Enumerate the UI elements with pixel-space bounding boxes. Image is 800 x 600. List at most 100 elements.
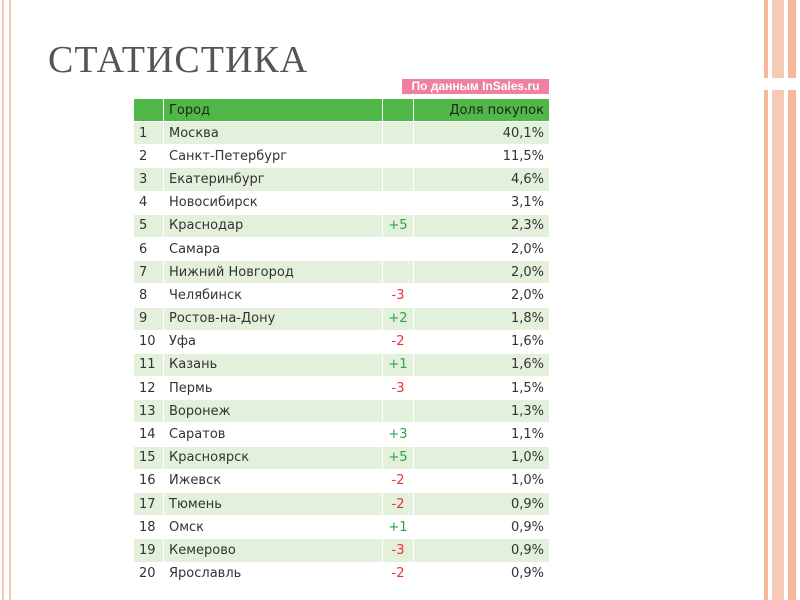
table-cell: 3 <box>133 167 164 192</box>
table-row: 5 Краснодар +5 2,3% <box>133 213 550 238</box>
table-cell: Челябинск <box>163 283 383 308</box>
table-cell: 11,5% <box>413 144 550 169</box>
table-cell: +1 <box>382 352 414 378</box>
header-cell: Доля покупок <box>413 98 550 122</box>
table-cell <box>382 167 414 192</box>
table-cell: 19 <box>133 538 164 563</box>
right-stripe <box>772 0 784 78</box>
table-cell: 1,3% <box>413 399 550 424</box>
table-cell: Красноярск <box>163 445 383 470</box>
table-cell: Омск <box>163 515 383 540</box>
table-cell: +2 <box>382 306 414 331</box>
table-cell: Тюмень <box>163 491 383 517</box>
table-cell: Саратов <box>163 422 383 447</box>
table-cell: Новосибирск <box>163 190 383 215</box>
table-cell: 4,6% <box>413 167 550 192</box>
title: Статистика <box>48 39 309 81</box>
table-cell: Екатеринбург <box>163 167 383 192</box>
table-cell: Ярославль <box>163 561 383 586</box>
left-stripe <box>9 0 11 600</box>
table-cell: 1,1% <box>413 422 550 447</box>
right-stripe <box>788 0 796 78</box>
header-row: Город Доля покупок <box>133 98 550 122</box>
table-row: 2 Санкт-Петербург 11,5% <box>133 144 550 169</box>
table-cell: -2 <box>382 561 414 586</box>
table-row: 15 Красноярск +5 1,0% <box>133 445 550 470</box>
table-cell: 16 <box>133 468 164 494</box>
table-row: 18 Омск +1 0,9% <box>133 515 550 540</box>
table-cell: 8 <box>133 283 164 308</box>
table-cell: 20 <box>133 561 164 586</box>
table-cell: 1,6% <box>413 352 550 378</box>
table-cell: -2 <box>382 491 414 517</box>
table-cell: 0,9% <box>413 515 550 540</box>
table-cell: +3 <box>382 422 414 447</box>
table-body: 1 Москва 40,1% 2 Санкт-Петербург 11,5% 3 Екатер… <box>133 120 550 586</box>
table-cell: -3 <box>382 376 414 401</box>
table-cell <box>382 399 414 424</box>
table-cell: 12 <box>133 376 164 401</box>
table-cell: 0,9% <box>413 538 550 563</box>
table-row: 7 Нижний Новгород 2,0% <box>133 260 550 285</box>
table-cell: 0,9% <box>413 561 550 586</box>
table-cell: +5 <box>382 213 414 238</box>
table-cell: 5 <box>133 213 164 238</box>
table-cell: 15 <box>133 445 164 470</box>
table-cell: 1,5% <box>413 376 550 401</box>
table-cell: 2 <box>133 144 164 169</box>
table-cell: -2 <box>382 329 414 354</box>
table-cell: -2 <box>382 468 414 494</box>
table-row: 8 Челябинск -3 2,0% <box>133 283 550 308</box>
table-row: 6 Самара 2,0% <box>133 236 550 262</box>
table-row: 20 Ярославль -2 0,9% <box>133 561 550 586</box>
stats-table: Город Доля покупок 1 Москва 40,1% 2 Санкт-Пе… <box>133 98 550 586</box>
table-row: 9 Ростов-на-Дону +2 1,8% <box>133 306 550 331</box>
table-cell: 2,0% <box>413 260 550 285</box>
table-cell: Воронеж <box>163 399 383 424</box>
right-stripe <box>764 90 768 600</box>
table-row: 12 Пермь -3 1,5% <box>133 376 550 401</box>
right-stripe <box>772 90 784 600</box>
table-cell <box>382 190 414 215</box>
table-cell: 11 <box>133 352 164 378</box>
table-row: 3 Екатеринбург 4,6% <box>133 167 550 192</box>
table-cell: -3 <box>382 283 414 308</box>
table-row: 4 Новосибирск 3,1% <box>133 190 550 215</box>
table-row: 13 Воронеж 1,3% <box>133 399 550 424</box>
table-cell: Ростов-на-Дону <box>163 306 383 331</box>
table-cell: Ижевск <box>163 468 383 494</box>
table-cell: Уфа <box>163 329 383 354</box>
table-cell: 1,6% <box>413 329 550 354</box>
table-cell: +5 <box>382 445 414 470</box>
left-stripe <box>2 0 4 600</box>
table-cell <box>382 120 414 146</box>
table-cell: 40,1% <box>413 120 550 146</box>
table-row: 17 Тюмень -2 0,9% <box>133 491 550 517</box>
table-cell <box>382 236 414 262</box>
table-cell: 4 <box>133 190 164 215</box>
table-cell <box>382 144 414 169</box>
table-cell: 1 <box>133 120 164 146</box>
table-cell: 3,1% <box>413 190 550 215</box>
table-cell: 0,9% <box>413 491 550 517</box>
table-cell: 1,0% <box>413 445 550 470</box>
table-cell: 2,3% <box>413 213 550 238</box>
header-cell: Город <box>163 98 383 122</box>
table-cell: 18 <box>133 515 164 540</box>
table-cell: Пермь <box>163 376 383 401</box>
table-cell: Москва <box>163 120 383 146</box>
table-row: 10 Уфа -2 1,6% <box>133 329 550 354</box>
table-cell: 13 <box>133 399 164 424</box>
table-cell: Казань <box>163 352 383 378</box>
table-cell: Нижний Новгород <box>163 260 383 285</box>
table-cell: 14 <box>133 422 164 447</box>
table-cell: +1 <box>382 515 414 540</box>
table-row: 14 Саратов +3 1,1% <box>133 422 550 447</box>
table-cell: Краснодар <box>163 213 383 238</box>
table-cell: 1,0% <box>413 468 550 494</box>
table-cell: 1,8% <box>413 306 550 331</box>
source-badge: По данным InSales.ru <box>402 79 549 94</box>
table-cell <box>382 260 414 285</box>
table-cell: Кемерово <box>163 538 383 563</box>
